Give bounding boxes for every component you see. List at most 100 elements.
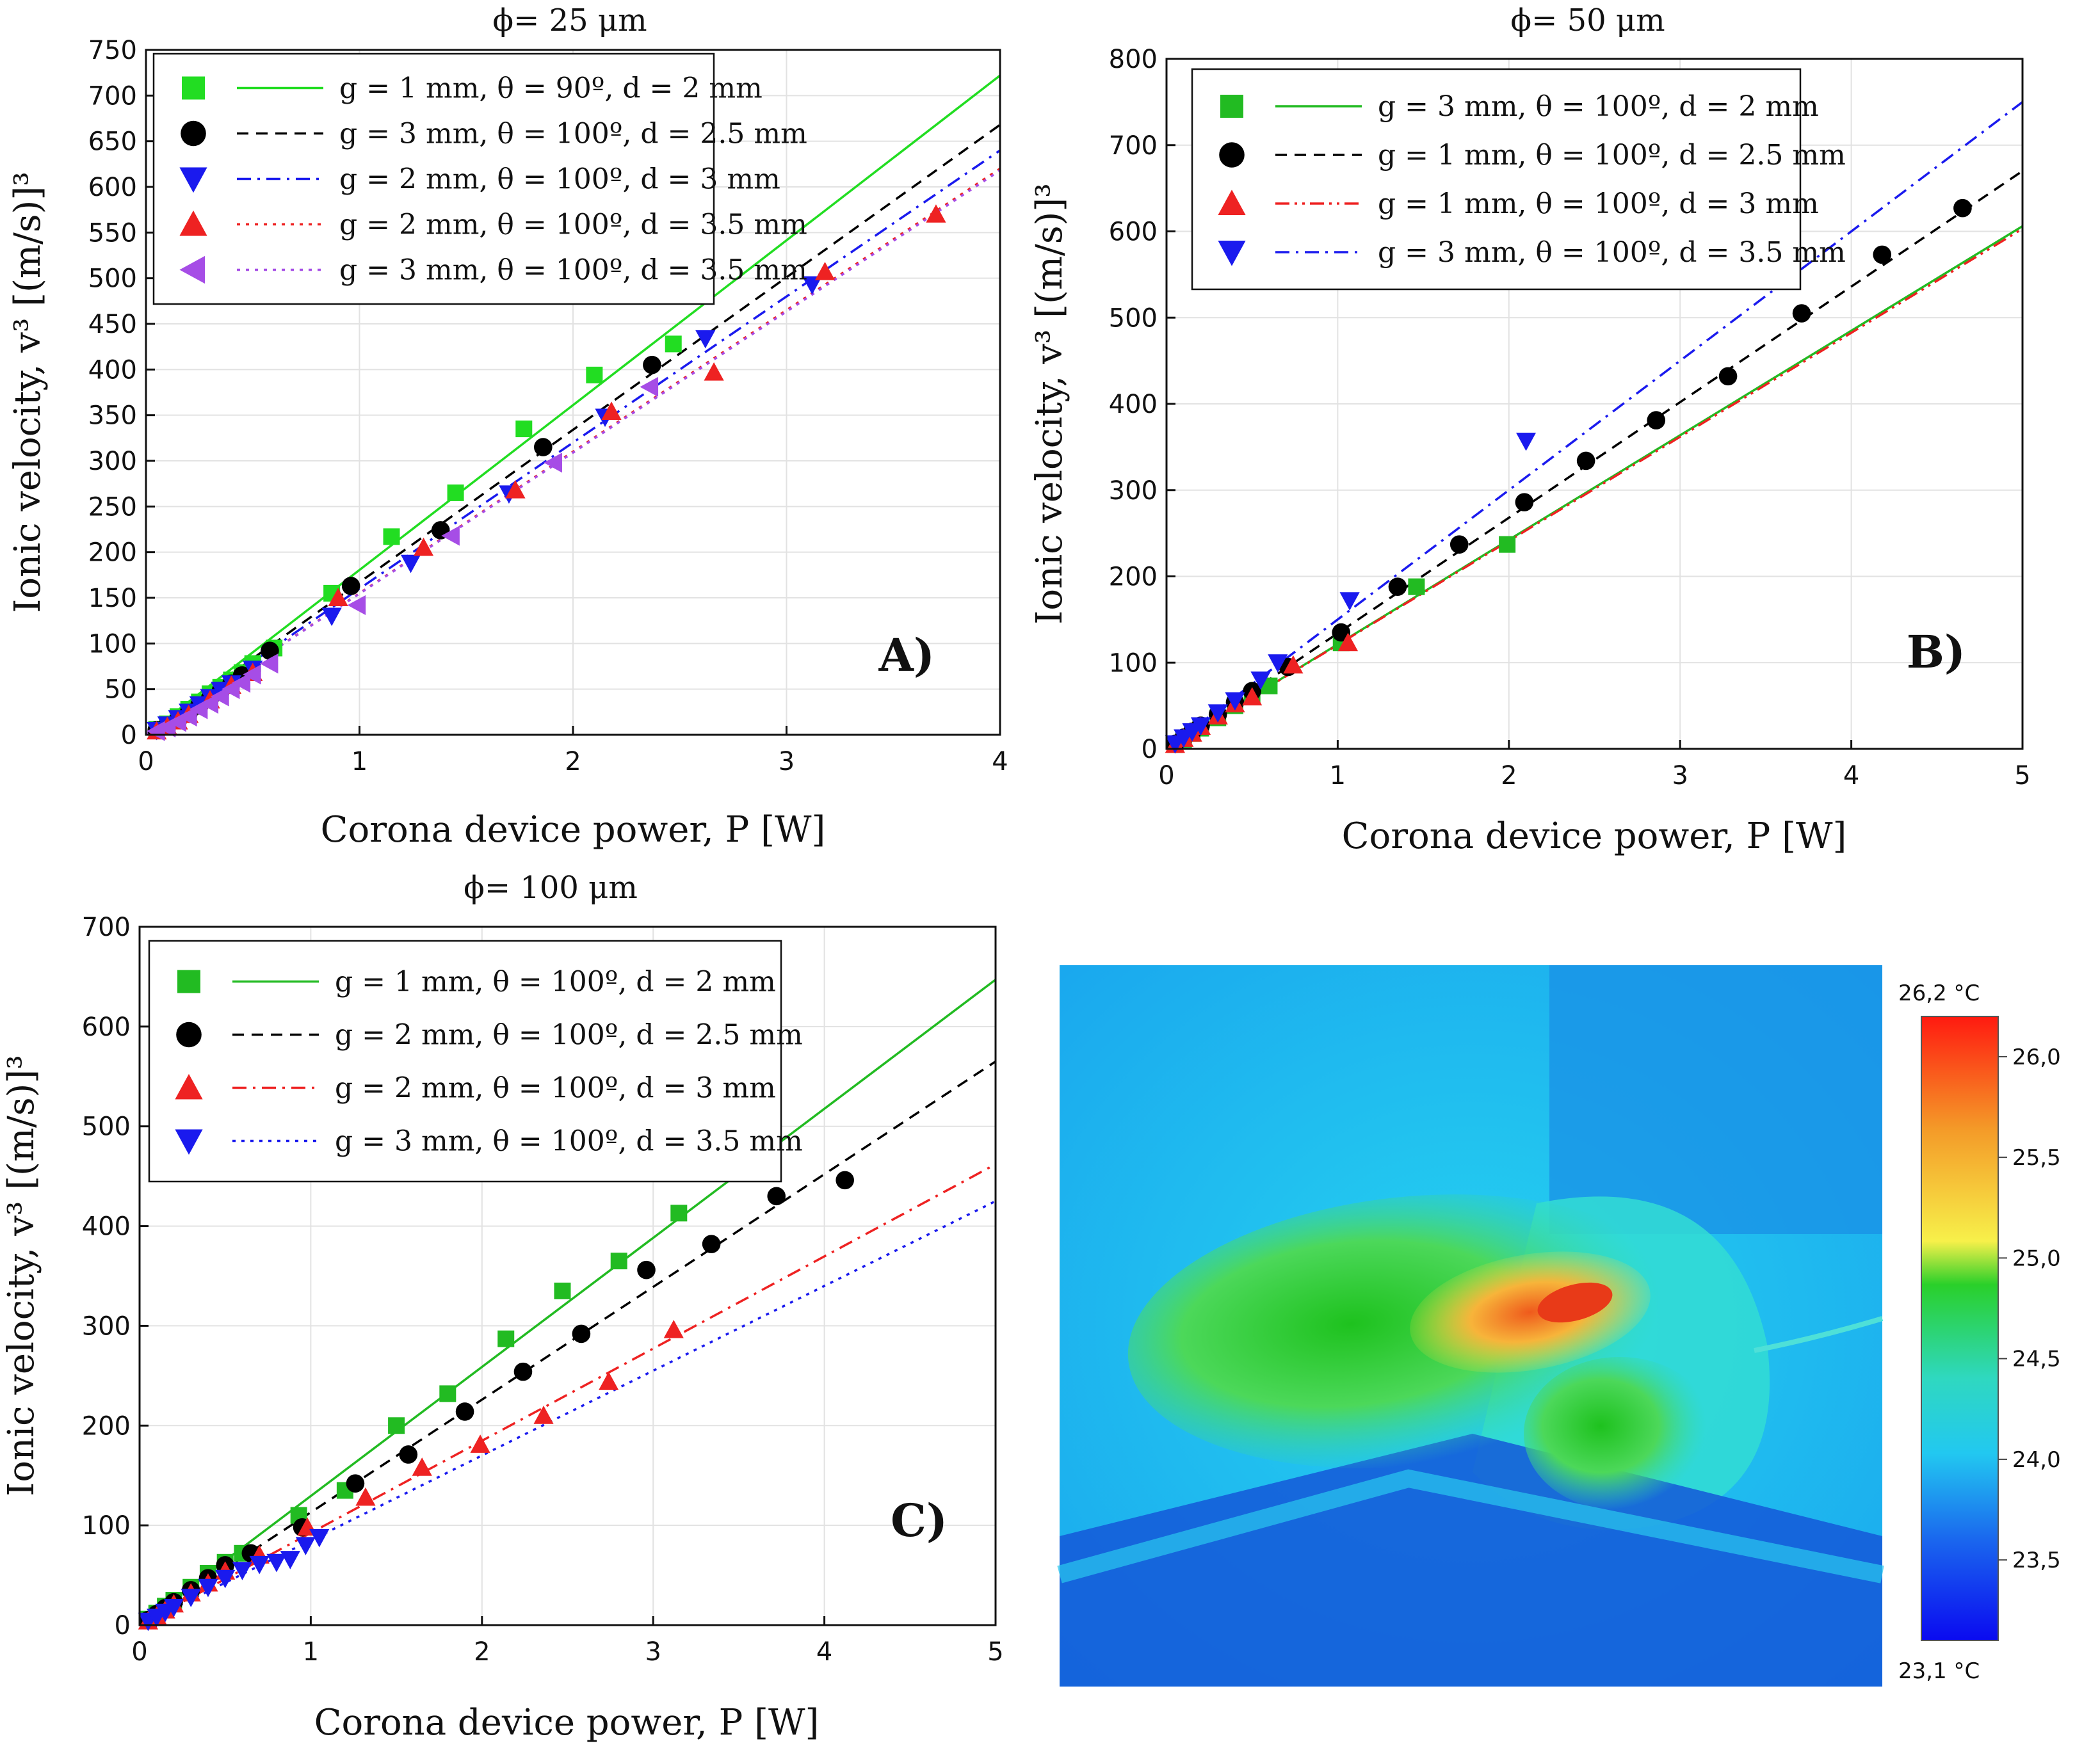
- y-tick-label: 450: [88, 310, 137, 339]
- data-point: [513, 1362, 533, 1381]
- data-point: [412, 1457, 432, 1476]
- data-point: [767, 1187, 786, 1206]
- data-point: [1242, 687, 1263, 706]
- legend-marker: [1218, 189, 1246, 215]
- legend-marker: [175, 1129, 203, 1155]
- data-point: [1718, 367, 1738, 386]
- legend-label: g = 2 mm, θ = 100º, d = 3 mm: [339, 163, 780, 196]
- legend-label: g = 1 mm, θ = 100º, d = 3 mm: [1378, 188, 1819, 220]
- x-tick-label: 2: [474, 1637, 490, 1667]
- chart-b-fit-lines: [1165, 100, 2024, 750]
- fit-line: [138, 979, 997, 1626]
- y-tick-label: 200: [1109, 563, 1158, 592]
- fit-line: [1165, 100, 2024, 750]
- thermal-floor: [1060, 1434, 1882, 1687]
- fit-line: [139, 1060, 996, 1626]
- data-point: [1953, 198, 1972, 218]
- data-point: [261, 641, 279, 661]
- legend-marker: [1218, 241, 1246, 266]
- data-point: [383, 528, 400, 545]
- legend-marker: [179, 255, 205, 284]
- data-point: [554, 1282, 571, 1299]
- data-point: [355, 1487, 376, 1506]
- thermal-wire: [1754, 1316, 1884, 1353]
- data-point: [249, 1555, 270, 1575]
- x-tick-label: 1: [351, 747, 367, 776]
- fit-line: [145, 124, 1001, 736]
- chart-c-title: ϕ= 100 μm: [464, 870, 638, 906]
- fit-line: [145, 169, 1001, 736]
- chart-a-fit-lines: [145, 74, 1001, 736]
- colorbar-tick-label: 24,5: [2012, 1347, 2061, 1372]
- data-point: [1190, 717, 1211, 736]
- thermal-hot-spot: [1410, 1251, 1651, 1373]
- chart-b-x-axis-title: Corona device power, P [W]: [1342, 815, 1847, 857]
- x-tick-label: 5: [987, 1637, 1003, 1667]
- y-tick-label: 500: [82, 1112, 131, 1142]
- data-point: [181, 1589, 201, 1607]
- data-point: [198, 1578, 218, 1598]
- legend-marker: [1219, 142, 1245, 168]
- thermal-colorbar-ticks: 26,0 25,5 25,0 24,5 24,0 23,5: [1998, 1045, 2061, 1573]
- data-point: [447, 484, 464, 501]
- data-point: [259, 653, 279, 674]
- data-point: [321, 607, 342, 627]
- y-tick-label: 0: [115, 1611, 131, 1640]
- legend-label: g = 2 mm, θ = 100º, d = 3.5 mm: [339, 209, 807, 241]
- data-point: [200, 693, 219, 714]
- data-point: [544, 453, 562, 473]
- data-point: [441, 525, 460, 546]
- data-point: [1576, 451, 1595, 470]
- x-tick-label: 2: [565, 747, 581, 776]
- y-tick-label: 600: [1109, 218, 1158, 247]
- data-point: [586, 366, 603, 383]
- data-point: [232, 673, 251, 693]
- data-point: [670, 1205, 688, 1222]
- y-tick-label: 800: [1109, 45, 1158, 74]
- chart-a-y-axis-title: Ionic velocity, v³ [(m/s)]³: [7, 172, 49, 613]
- data-point: [1647, 411, 1666, 429]
- y-tick-label: 400: [82, 1212, 131, 1242]
- colorbar-tick-label: 24,0: [2012, 1447, 2061, 1473]
- chart-b-points: [1165, 198, 1972, 754]
- legend-marker: [1220, 95, 1243, 118]
- data-point: [497, 1330, 515, 1347]
- x-tick-label: 1: [1330, 761, 1346, 790]
- y-tick-label: 100: [1109, 648, 1158, 678]
- y-tick-label: 200: [88, 538, 137, 568]
- chart-c-plot-frame: [138, 926, 997, 1626]
- data-point: [211, 686, 229, 707]
- x-tick-label: 0: [138, 747, 154, 776]
- y-tick-label: 50: [104, 675, 137, 705]
- y-tick-label: 350: [88, 401, 137, 431]
- chart-c-x-axis-title: Corona device power, P [W]: [314, 1702, 820, 1744]
- chart-b-y-axis-title: Ionic velocity, v³ [(m/s)]³: [1029, 183, 1070, 624]
- data-point: [505, 480, 526, 499]
- thermal-scale-min-label: 23,1 °C: [1898, 1658, 1980, 1684]
- chart-b-ticks: 0 100 200 300 400 500 600 700 800 0 1 2 3 4 5: [1109, 45, 2031, 790]
- data-point: [215, 1569, 236, 1589]
- chart-c-legend: g = 1 mm, θ = 100º, d = 2 mm g = 2 mm, θ …: [148, 940, 803, 1183]
- data-point: [470, 1434, 490, 1453]
- data-point: [926, 204, 946, 223]
- legend-label: g = 1 mm, θ = 90º, d = 2 mm: [339, 72, 763, 105]
- legend-label: g = 3 mm, θ = 100º, d = 2 mm: [1378, 90, 1819, 123]
- data-point: [1408, 578, 1425, 595]
- chart-panel-a: ϕ= 25 μm 0 50 100 150 200 250 300 350 400 450 500 5…: [7, 3, 1008, 851]
- legend-label: g = 3 mm, θ = 100º, d = 2.5 mm: [339, 118, 807, 150]
- legend-label: g = 2 mm, θ = 100º, d = 3 mm: [335, 1072, 776, 1105]
- legend-label: g = 1 mm, θ = 100º, d = 2.5 mm: [1378, 139, 1846, 172]
- chart-c-fit-lines: [138, 979, 997, 1626]
- x-tick-label: 1: [303, 1637, 319, 1667]
- data-point: [802, 276, 823, 295]
- data-point: [413, 537, 434, 556]
- data-point: [1250, 671, 1271, 690]
- data-point: [601, 401, 622, 420]
- legend-marker: [176, 1022, 202, 1048]
- data-point: [179, 706, 197, 727]
- data-point: [1283, 655, 1304, 674]
- y-tick-label: 550: [88, 218, 137, 248]
- chart-b-panel-label: B): [1907, 625, 1966, 678]
- chart-a-x-axis-title: Corona device power, P [W]: [321, 809, 826, 851]
